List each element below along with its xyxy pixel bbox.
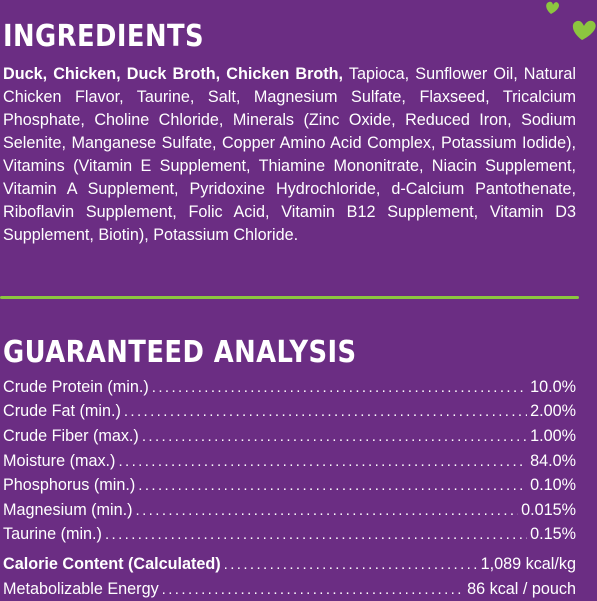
energy-value: 86 kcal / pouch	[467, 580, 576, 598]
analysis-row: Crude Protein (min.) ...................…	[3, 376, 576, 398]
analysis-row: Moisture (max.) ........................…	[3, 450, 576, 472]
dot-leader: ........................................…	[118, 453, 527, 470]
analysis-label: Taurine (min.)	[3, 525, 102, 543]
energy-row: Metabolizable Energy ...................…	[3, 578, 576, 600]
ingredients-title: INGREDIENTS	[3, 19, 205, 54]
dot-leader: ........................................…	[135, 502, 519, 519]
dot-leader: ........................................…	[138, 477, 528, 494]
ingredients-list: Duck, Chicken, Duck Broth, Chicken Broth…	[3, 63, 576, 247]
dot-leader: ........................................…	[141, 428, 528, 445]
calorie-value: 1,089 kcal/kg	[480, 555, 576, 573]
calorie-label: Calorie Content (Calculated)	[3, 555, 221, 573]
analysis-value: 0.015%	[521, 501, 576, 519]
analysis-value: 1.00%	[530, 427, 576, 445]
dot-leader: ........................................…	[104, 526, 527, 543]
analysis-label: Crude Fiber (max.)	[3, 427, 139, 445]
dot-leader: ........................................…	[151, 379, 528, 396]
analysis-row: Crude Fiber (max.) .....................…	[3, 425, 576, 447]
analysis-value: 84.0%	[530, 452, 576, 470]
analysis-value: 0.10%	[530, 476, 576, 494]
analysis-row: Phosphorus (min.) ......................…	[3, 474, 576, 496]
analysis-value: 2.00%	[530, 402, 576, 420]
ingredients-primary: Duck, Chicken, Duck Broth, Chicken Broth…	[3, 65, 344, 83]
energy-label: Metabolizable Energy	[3, 580, 159, 598]
section-divider	[0, 296, 579, 299]
analysis-row: Taurine (min.) .........................…	[3, 523, 576, 545]
analysis-label: Magnesium (min.)	[3, 501, 133, 519]
analysis-row: Crude Fat (min.) .......................…	[3, 400, 576, 422]
analysis-row: Magnesium (min.) .......................…	[3, 499, 576, 521]
dot-leader: ........................................…	[223, 556, 478, 573]
analysis-label: Crude Fat (min.)	[3, 402, 121, 420]
analysis-value: 0.15%	[530, 525, 576, 543]
analysis-label: Phosphorus (min.)	[3, 476, 136, 494]
calorie-row: Calorie Content (Calculated) ...........…	[3, 553, 576, 575]
dot-leader: ........................................…	[123, 403, 527, 420]
analysis-label: Moisture (max.)	[3, 452, 116, 470]
analysis-title: GUARANTEED ANALYSIS	[3, 335, 357, 370]
ingredients-secondary: Tapioca, Sunflower Oil, Natural Chicken …	[3, 65, 576, 244]
analysis-value: 10.0%	[530, 378, 576, 396]
dot-leader: ........................................…	[161, 581, 464, 598]
hearts-icon	[546, 1, 596, 40]
analysis-label: Crude Protein (min.)	[3, 378, 149, 396]
